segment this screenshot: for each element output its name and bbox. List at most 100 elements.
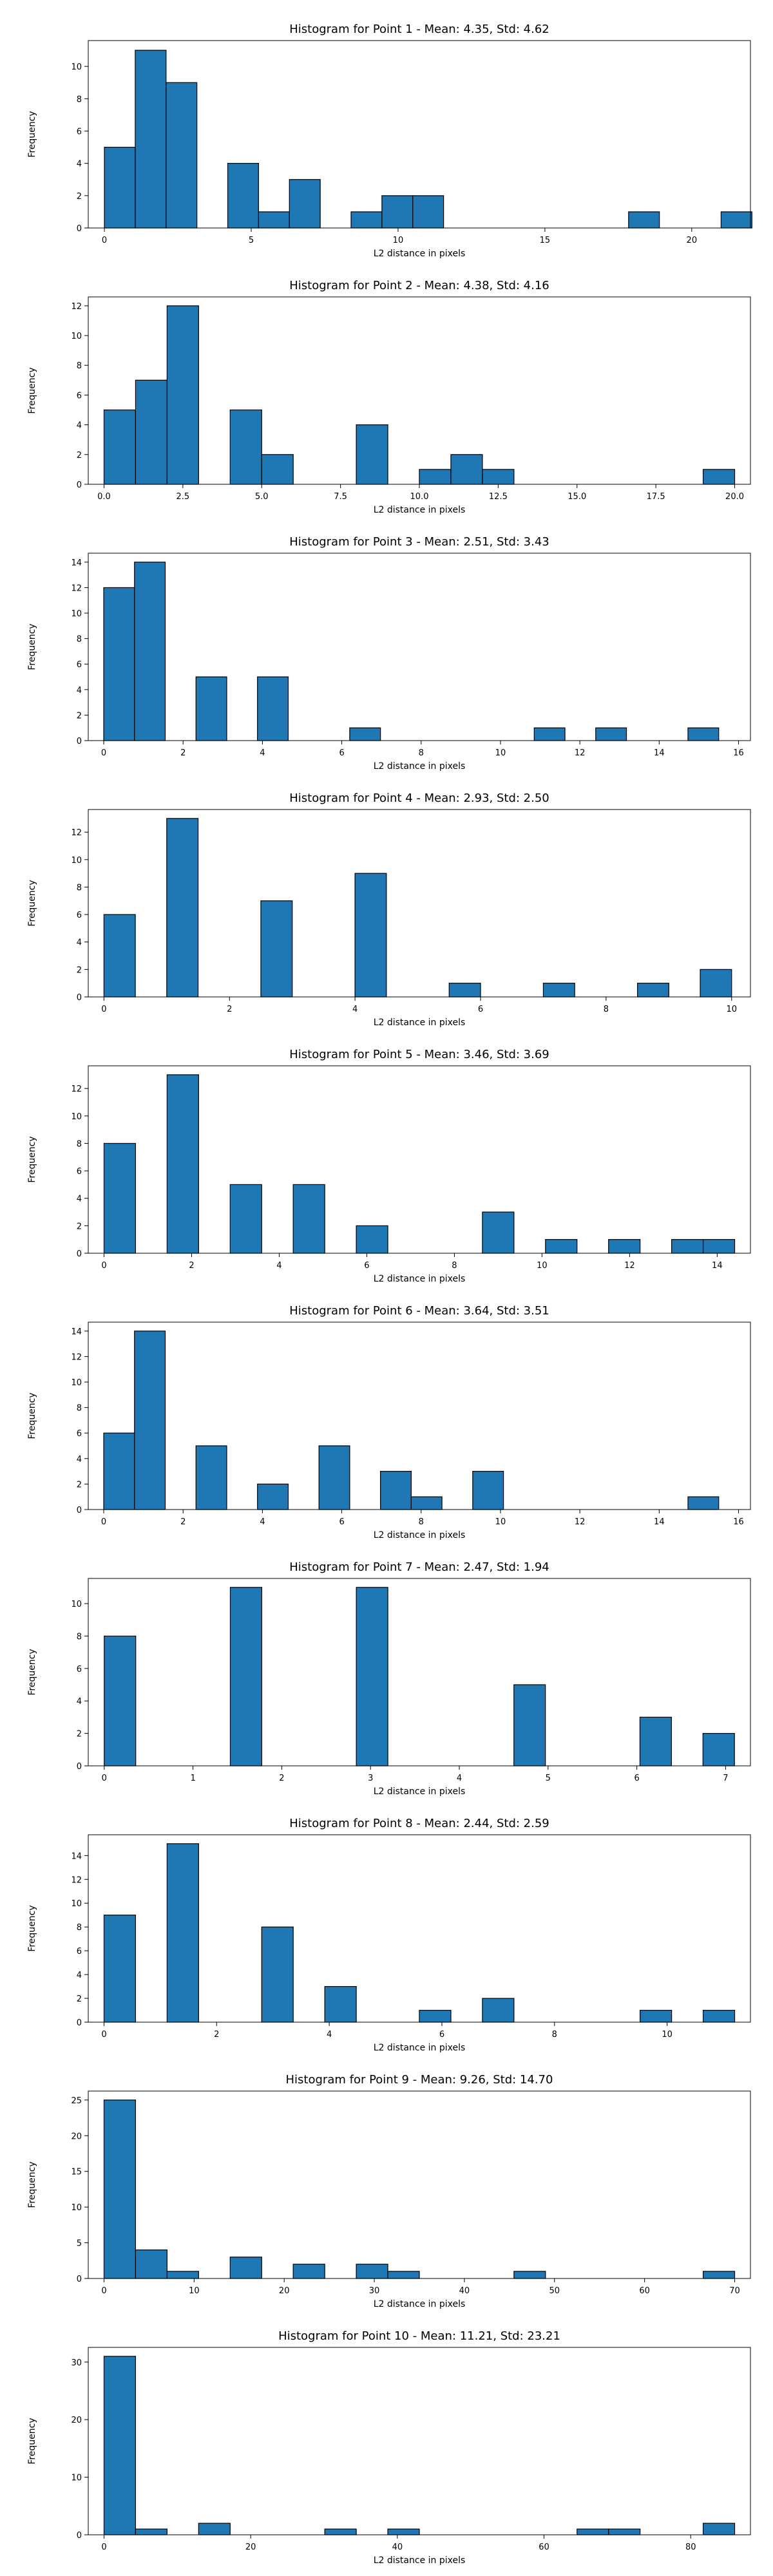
y-tick-label: 5 [77,2239,82,2249]
chart-title: Histogram for Point 9 - Mean: 9.26, Std:… [286,2073,553,2087]
histogram-bar [227,163,260,229]
histogram-panel-10: 0 20 40 60 80 0 10 20 30 Histogram for Point 10 -… [27,2329,751,2566]
histogram-bar [292,2264,325,2279]
y-tick-label: 6 [77,1947,82,1956]
x-tick-label: 0 [101,2286,106,2296]
histogram-bar [702,2271,736,2279]
histogram-panel-1: 0 5 10 15 20 0 2 4 6 8 10 Histogram for Point 1 - M… [27,23,752,259]
histogram-panel-8: 0 2 4 6 8 10 0 2 4 6 8 10 12 14 Histogram for Point 8 … [27,1817,751,2053]
y-tick-label: 2 [77,1222,82,1231]
histogram-bar [720,211,752,229]
y-tick-label: 10 [71,1112,82,1122]
plot-frame [88,1578,751,1766]
x-tick-label: 20 [245,2543,256,2552]
histogram-bar [324,2528,357,2535]
histogram-bar [103,2099,137,2279]
y-tick-label: 6 [77,127,82,137]
x-tick-label: 50 [549,2286,560,2296]
chart-title: Histogram for Point 3 - Mean: 2.51, Std:… [289,535,549,549]
histogram-bar [134,1331,166,1510]
plot-frame [88,2347,751,2535]
y-tick-label: 8 [77,635,82,645]
y-axis-label: Frequency [27,1649,37,1695]
x-tick-label: 15.0 [568,492,586,502]
y-tick-label: 30 [71,2358,82,2368]
histogram-bar [637,983,669,998]
y-axis-label: Frequency [27,367,37,413]
x-tick-label: 10 [495,748,506,758]
histogram-bar [419,469,452,485]
histogram-bar [608,2528,641,2535]
x-tick-label: 12 [575,1517,586,1527]
x-tick-label: 40 [459,2286,470,2296]
histogram-bar [472,1471,504,1510]
y-tick-label: 8 [77,1404,82,1414]
x-tick-label: 7 [723,1774,728,1783]
x-tick-label: 4 [276,1261,282,1271]
y-tick-label: 0 [77,2018,82,2028]
histogram-panel-4: 0 2 4 6 8 10 0 2 4 6 8 10 12 Histogram for Point 4 - … [27,791,751,1028]
y-tick-label: 12 [71,1352,82,1362]
histogram-bar [260,900,293,998]
histogram-bar [166,82,198,229]
x-tick-label: 0.0 [97,492,111,502]
chart-title: Histogram for Point 8 - Mean: 2.44, Std:… [289,1817,549,1830]
x-tick-label: 8 [419,748,424,758]
y-tick-label: 10 [71,1378,82,1388]
x-tick-label: 15 [540,236,551,245]
histogram-bar [412,195,444,229]
histogram-bar [104,1635,137,1766]
y-tick-label: 10 [71,2203,82,2213]
x-axis-label: L2 distance in pixels [374,2043,466,2053]
x-tick-label: 10 [495,1517,506,1527]
x-axis-label: L2 distance in pixels [374,1786,466,1797]
x-tick-label: 7.5 [334,492,347,502]
chart-title: Histogram for Point 10 - Mean: 11.21, St… [278,2329,560,2343]
y-tick-label: 14 [71,1327,82,1337]
x-tick-label: 30 [369,2286,380,2296]
x-axis-label: L2 distance in pixels [374,505,466,515]
y-tick-label: 4 [77,421,82,431]
chart-title: Histogram for Point 4 - Mean: 2.93, Std:… [289,791,549,805]
x-axis-label: L2 distance in pixels [374,1018,466,1028]
histogram-bar [482,1211,515,1254]
histogram-bar [289,179,321,229]
histogram-bar [381,195,414,229]
histogram-bar [103,1432,135,1510]
x-tick-label: 20 [687,236,698,245]
histogram-bar [198,2523,231,2535]
y-tick-label: 2 [77,1994,82,2004]
x-tick-label: 3 [368,1774,373,1783]
x-tick-label: 40 [392,2543,403,2552]
y-tick-label: 8 [77,1632,82,1642]
y-tick-label: 0 [77,993,82,1003]
histogram-bar [545,1239,578,1254]
y-tick-label: 6 [77,1665,82,1674]
y-tick-label: 14 [71,558,82,568]
x-tick-label: 10.0 [410,492,429,502]
x-tick-label: 1 [190,1774,195,1783]
y-tick-label: 10 [71,609,82,619]
y-axis-label: Frequency [27,2418,37,2464]
histogram-bar [702,2009,736,2023]
histogram-bar [103,1142,137,1254]
y-tick-label: 8 [77,361,82,371]
x-tick-label: 0 [101,1261,106,1271]
x-tick-label: 80 [685,2543,696,2552]
histogram-bar [229,1184,262,1254]
histogram-bar [103,587,135,741]
x-tick-label: 12 [624,1261,635,1271]
x-tick-label: 0 [101,2030,106,2040]
histogram-bar [229,2257,262,2279]
histogram-panel-6: 0 2 4 6 8 10 12 14 16 0 2 4 6 8 10 12 14 Histogram for Po… [27,1304,751,1540]
y-tick-label: 0 [77,1762,82,1772]
histogram-bar [349,727,381,741]
y-tick-label: 6 [77,391,82,401]
histogram-bar [639,1716,672,1766]
histogram-bar [166,1074,199,1254]
histogram-bar [448,983,481,998]
x-tick-label: 16 [733,1517,744,1527]
y-tick-label: 0 [77,1249,82,1259]
histogram-bar [104,146,136,229]
